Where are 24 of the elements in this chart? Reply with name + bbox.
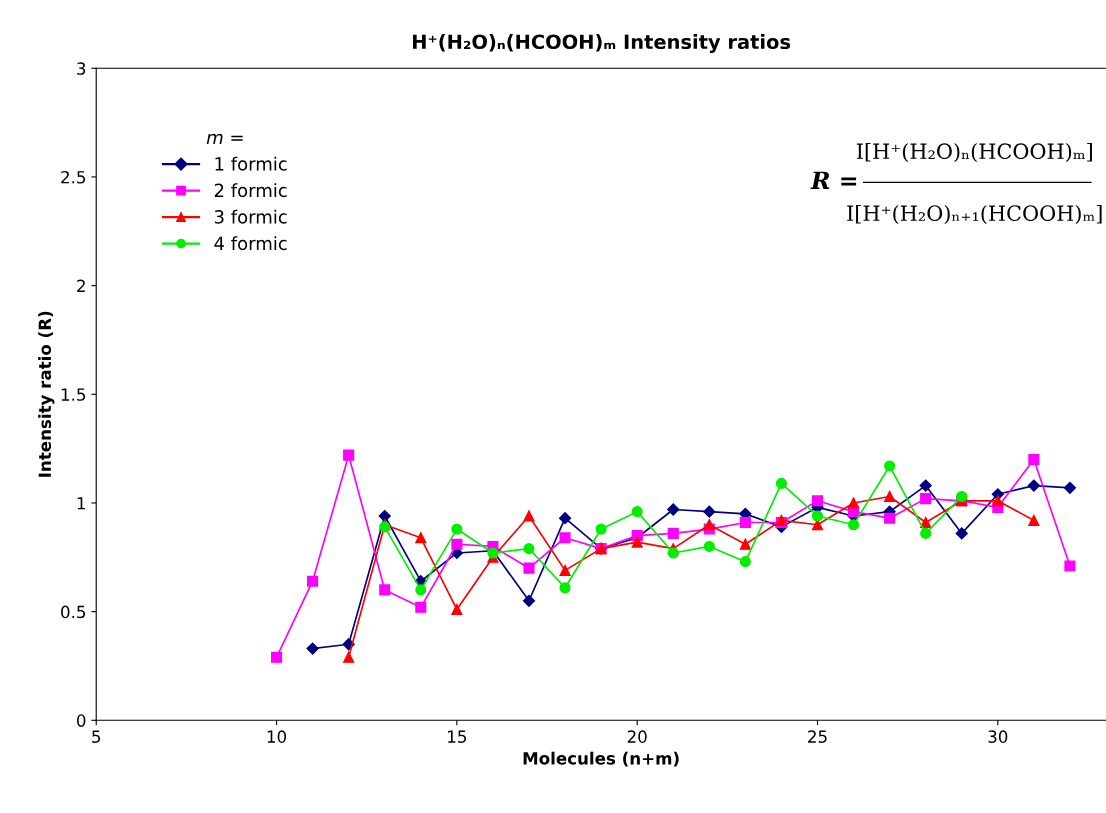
legend-label: 4 formic [214, 236, 287, 251]
annotation: R = [810, 171, 857, 189]
y-tick-label: 1 [77, 497, 85, 510]
legend-label: 3 formic [214, 209, 287, 224]
y-tick-label: 1.5 [61, 388, 86, 401]
x-tick-label: 10 [267, 730, 287, 743]
x-tick-label: 15 [448, 730, 467, 743]
x-tick-label: 20 [627, 730, 647, 743]
x-tick-label: 5 [92, 730, 101, 743]
y-tick-label: 2.5 [61, 170, 86, 184]
y-axis-title: Intensity ratio (R) [38, 311, 55, 477]
legend-label: 2 formic [214, 183, 287, 198]
x-axis-title: Molecules (n+m) [523, 751, 679, 767]
chart-title: H⁺(H₂O)ₙ(HCOOH)ₘ Intensity ratios [413, 34, 791, 54]
y-tick-label: 2 [77, 279, 85, 292]
annotation: I[H⁺(H₂O)ₙ₊₁(HCOOH)ₘ] [847, 204, 1102, 224]
x-tick-label: 25 [808, 730, 827, 743]
x-tick-label: 30 [988, 730, 1008, 743]
annotation: I[H⁺(H₂O)ₙ(HCOOH)ₘ] [856, 142, 1092, 163]
y-tick-label: 0 [76, 714, 86, 727]
y-tick-label: 0.5 [61, 605, 86, 619]
legend-title: m = [206, 133, 243, 144]
y-tick-label: 3 [77, 62, 86, 75]
legend-label: 1 formic [215, 156, 287, 171]
